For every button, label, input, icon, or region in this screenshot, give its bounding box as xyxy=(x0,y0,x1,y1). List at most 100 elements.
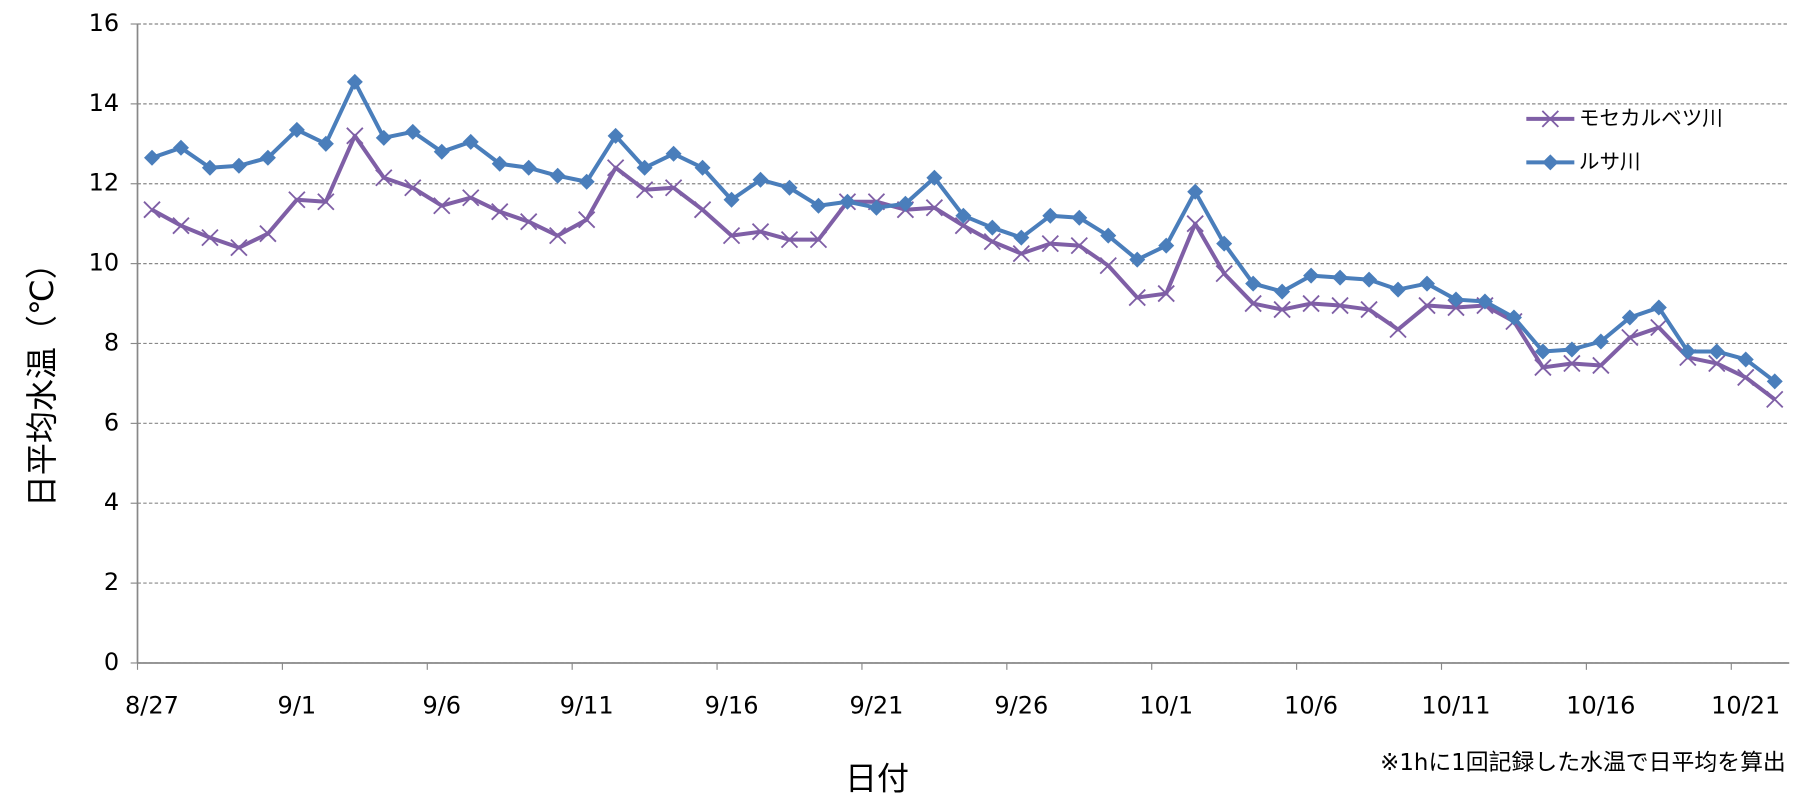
marker xyxy=(1274,283,1291,300)
marker xyxy=(635,181,654,199)
marker xyxy=(664,179,683,197)
marker xyxy=(201,159,218,176)
marker xyxy=(433,197,451,215)
x-tick-label: 10/1 xyxy=(1139,691,1193,719)
marker xyxy=(1070,236,1088,255)
y-tick-label: 10 xyxy=(89,249,120,277)
legend-label: ルサ川 xyxy=(1579,149,1641,173)
marker xyxy=(230,238,248,257)
marker xyxy=(462,189,480,207)
y-tick-label: 12 xyxy=(89,169,120,197)
marker xyxy=(230,157,247,174)
x-tick-label: 9/16 xyxy=(705,691,759,719)
marker xyxy=(172,139,189,156)
x-tick-label: 10/11 xyxy=(1421,691,1490,719)
series-line xyxy=(151,79,1776,384)
marker xyxy=(925,199,944,217)
y-tick-label: 6 xyxy=(104,408,119,436)
marker xyxy=(1563,341,1580,358)
marker xyxy=(693,201,712,219)
marker xyxy=(1100,227,1117,244)
y-tick-label: 2 xyxy=(104,568,119,596)
marker xyxy=(897,195,914,212)
marker xyxy=(810,197,827,214)
marker xyxy=(1331,296,1349,315)
marker xyxy=(1128,288,1146,307)
y-tick-label: 4 xyxy=(104,488,119,516)
marker xyxy=(723,191,740,208)
marker xyxy=(868,199,885,216)
marker xyxy=(1215,264,1233,283)
marker xyxy=(433,143,450,160)
y-axis-label: 日平均水温（℃） xyxy=(23,247,61,507)
legend-label: モセカルベツ川 xyxy=(1579,106,1723,130)
x-tick-label: 10/6 xyxy=(1284,691,1338,719)
marker xyxy=(1389,320,1407,339)
marker xyxy=(1447,291,1464,308)
marker xyxy=(954,217,973,235)
marker xyxy=(404,123,421,140)
marker xyxy=(520,159,537,176)
marker xyxy=(1157,284,1175,303)
marker xyxy=(1737,368,1755,387)
marker xyxy=(1303,267,1320,284)
marker xyxy=(1158,237,1175,254)
marker xyxy=(1592,356,1610,375)
y-tick-label: 8 xyxy=(104,328,119,356)
marker xyxy=(1505,309,1522,326)
marker xyxy=(1041,235,1059,253)
x-tick-label: 10/16 xyxy=(1566,691,1635,719)
marker xyxy=(172,217,190,235)
marker xyxy=(1186,215,1204,233)
marker xyxy=(317,135,334,152)
marker xyxy=(665,145,682,162)
marker xyxy=(955,207,972,224)
marker xyxy=(1621,328,1639,347)
marker xyxy=(1332,269,1349,286)
marker xyxy=(520,213,538,231)
marker xyxy=(1418,296,1436,315)
marker xyxy=(404,179,422,197)
x-tick-label: 8/27 xyxy=(125,691,179,719)
marker xyxy=(839,193,856,210)
marker xyxy=(1012,244,1030,263)
marker xyxy=(143,201,161,219)
marker xyxy=(1766,390,1784,409)
marker xyxy=(491,203,509,221)
y-tick-label: 14 xyxy=(89,89,120,117)
marker xyxy=(288,121,305,138)
x-tick-label: 9/26 xyxy=(994,691,1048,719)
marker xyxy=(780,231,799,249)
marker xyxy=(201,229,219,247)
y-tick-label: 16 xyxy=(89,9,120,37)
marker xyxy=(809,231,828,249)
marker xyxy=(1563,354,1581,373)
marker xyxy=(1360,300,1378,319)
marker xyxy=(288,191,306,209)
x-axis-label: 日付 xyxy=(845,760,909,798)
marker xyxy=(259,225,277,243)
marker xyxy=(578,211,596,229)
marker xyxy=(1390,281,1407,298)
marker xyxy=(752,171,769,188)
marker xyxy=(549,167,566,184)
marker xyxy=(1071,209,1088,226)
marker xyxy=(1476,293,1493,310)
marker xyxy=(636,159,653,176)
marker xyxy=(1592,333,1609,350)
x-tick-label: 9/6 xyxy=(422,691,461,719)
y-tick-label: 0 xyxy=(104,648,119,676)
marker xyxy=(694,159,711,176)
marker xyxy=(1650,318,1668,337)
marker xyxy=(375,169,393,187)
marker xyxy=(1534,358,1552,377)
marker xyxy=(1013,229,1030,246)
x-tick-label: 9/21 xyxy=(849,691,903,719)
marker xyxy=(926,169,943,186)
x-tick-label: 9/11 xyxy=(560,691,614,719)
marker xyxy=(607,127,624,144)
marker xyxy=(722,227,741,245)
marker xyxy=(1042,207,1059,224)
legend-marker xyxy=(1542,154,1559,171)
marker xyxy=(984,219,1001,236)
